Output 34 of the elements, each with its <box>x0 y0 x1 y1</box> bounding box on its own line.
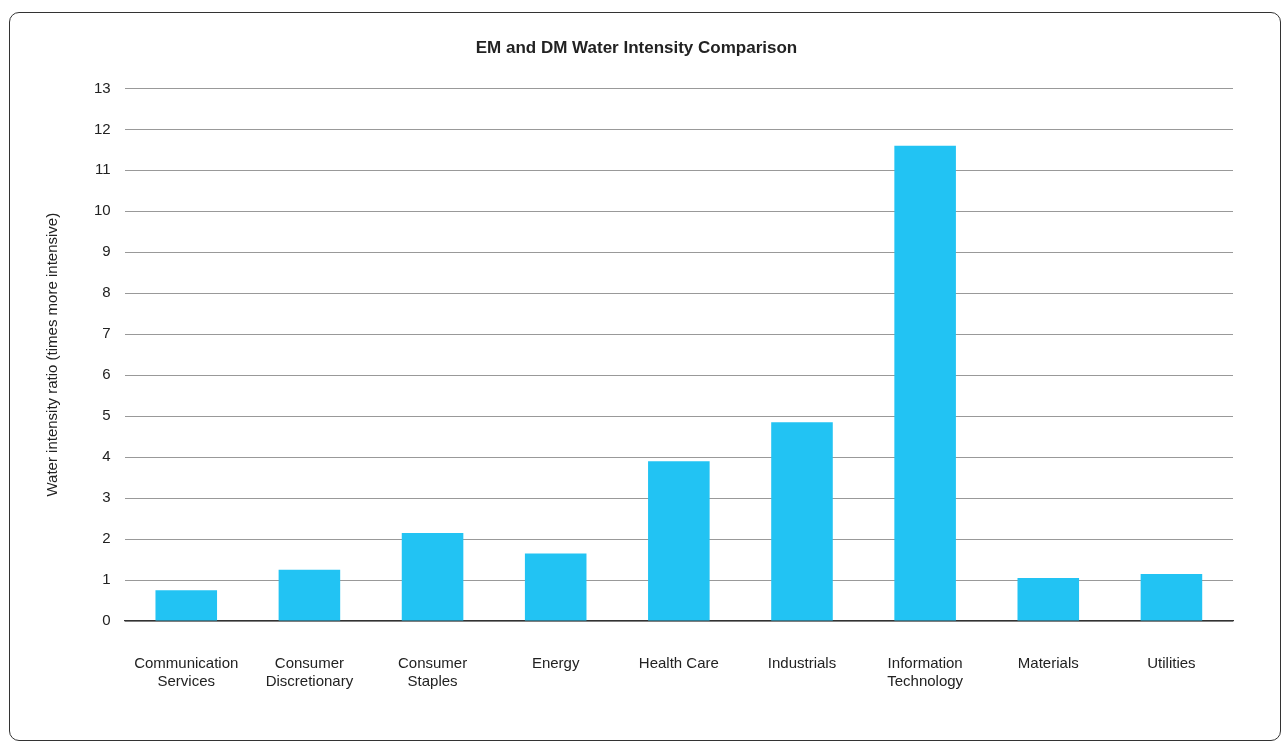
y-tick-label: 8 <box>102 283 111 301</box>
x-tick-label: Energy <box>531 654 580 672</box>
y-tick-label: 5 <box>102 406 111 424</box>
bar <box>155 590 218 621</box>
y-tick-label: 13 <box>94 78 111 96</box>
x-tick-label: Health Care <box>638 654 719 672</box>
bar <box>278 569 341 621</box>
y-tick-label: 9 <box>102 242 111 260</box>
bar <box>1140 573 1203 621</box>
x-tick-label: Consumer Discretionary <box>265 654 354 690</box>
chart-title: EM and DM Water Intensity Comparison <box>475 37 798 57</box>
x-tick-label: Industrials <box>767 654 837 672</box>
y-tick-label: 10 <box>94 201 111 219</box>
y-tick-label: 2 <box>102 529 111 547</box>
y-axis-title: Water intensity ratio (times more intensive) <box>43 212 61 497</box>
bar <box>648 461 710 621</box>
y-tick-label: 12 <box>94 119 111 137</box>
x-tick-label: Information Technology <box>887 654 964 690</box>
bar <box>524 553 587 621</box>
bar <box>1017 577 1080 621</box>
y-tick-label: 0 <box>102 611 111 629</box>
x-tick-label: Communication Services <box>134 654 239 690</box>
y-tick-label: 6 <box>102 365 111 383</box>
y-tick-label: 11 <box>95 160 111 178</box>
y-tick-label: 4 <box>102 447 111 465</box>
y-tick-label: 3 <box>102 488 111 506</box>
bar <box>894 145 956 621</box>
y-tick-label: 1 <box>102 570 111 588</box>
x-tick-label: Utilities <box>1147 654 1196 672</box>
y-tick-label: 7 <box>102 324 111 342</box>
bar <box>771 422 833 621</box>
bar <box>401 532 464 621</box>
x-tick-label: Consumer Staples <box>397 654 468 690</box>
x-tick-label: Materials <box>1017 654 1079 672</box>
